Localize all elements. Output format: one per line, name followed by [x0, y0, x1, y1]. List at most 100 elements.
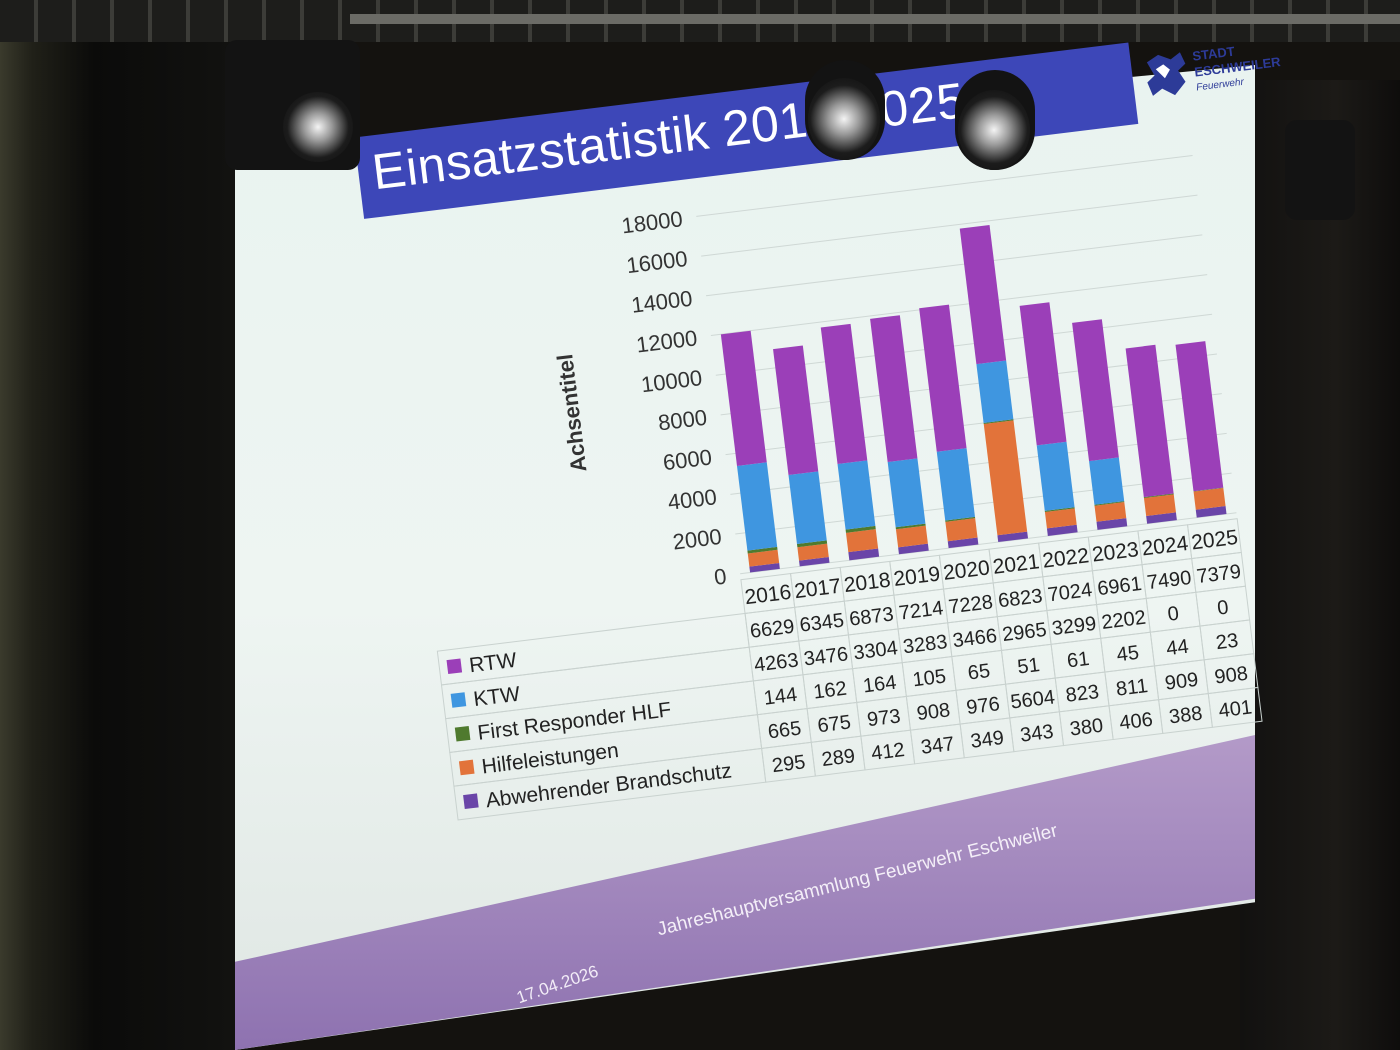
- bar-segment: [1195, 506, 1227, 518]
- y-tick-label: 4000: [666, 484, 718, 515]
- bar-segment: [1193, 488, 1226, 510]
- data-label: 811: [1115, 675, 1149, 701]
- data-label: 3304: [852, 637, 899, 664]
- data-label: 6823: [997, 585, 1044, 612]
- data-label: 3476: [803, 643, 850, 670]
- y-tick-label: 6000: [662, 444, 714, 475]
- bar-segment: [1072, 319, 1119, 462]
- data-label: 7228: [947, 591, 994, 618]
- par-light-2-lens: [958, 90, 1030, 170]
- data-label: 675: [816, 711, 852, 737]
- city-logo: STADT ESCHWEILER Feuerwehr: [1139, 36, 1281, 109]
- gridline: [701, 194, 1198, 257]
- data-label: 908: [1213, 663, 1249, 689]
- data-label: 164: [862, 672, 898, 698]
- curtain-right: [1240, 80, 1400, 1050]
- bar-segment: [1019, 302, 1067, 446]
- data-label: 976: [965, 693, 1001, 719]
- x-category-label: 2018: [843, 569, 892, 598]
- bar-segment: [983, 419, 1014, 424]
- bar-segment: [1094, 501, 1125, 506]
- lion-crest-icon: [1146, 52, 1186, 96]
- bar-segment: [848, 548, 880, 561]
- data-label: 61: [1066, 648, 1091, 673]
- legend-swatch: [463, 793, 479, 810]
- data-label: 6629: [749, 616, 796, 643]
- bar-segment: [1046, 524, 1078, 536]
- table-cell: [1207, 686, 1263, 728]
- data-label: 2965: [1001, 619, 1048, 646]
- bar-segment: [845, 525, 876, 533]
- gridline: [696, 154, 1193, 217]
- data-label: 406: [1118, 709, 1154, 735]
- data-label: 349: [969, 727, 1005, 753]
- data-label: 0: [1216, 597, 1230, 620]
- slide: Einsatzstatistik 2016-2025 STADT ESCHWEI…: [250, 0, 1310, 1007]
- data-label: 5604: [1009, 686, 1056, 713]
- bar-segment: [1125, 344, 1174, 498]
- x-category-label: 2025: [1190, 526, 1239, 555]
- data-label: 3466: [951, 625, 998, 652]
- data-label: 2202: [1100, 607, 1147, 634]
- bar-segment: [1044, 507, 1075, 513]
- y-tick-label: 8000: [657, 405, 709, 436]
- bar-segment: [720, 330, 767, 466]
- bar-segment: [919, 304, 967, 452]
- bar-segment: [749, 562, 780, 573]
- bar-segment: [837, 460, 876, 530]
- data-label: 347: [920, 733, 956, 759]
- bar-segment: [788, 471, 827, 545]
- legend-swatch: [446, 658, 463, 675]
- data-label: 0: [1166, 603, 1180, 626]
- data-label: 105: [911, 665, 947, 691]
- bar-segment: [773, 345, 819, 476]
- y-tick-label: 14000: [630, 286, 694, 318]
- bar-segment: [945, 518, 978, 542]
- truss-bar: [350, 14, 1400, 24]
- bar-segment: [870, 315, 918, 463]
- bar-segment: [1143, 494, 1176, 517]
- bar-segment: [747, 549, 780, 567]
- data-label: 7379: [1195, 561, 1242, 588]
- data-label: 908: [916, 699, 952, 725]
- bar-segment: [1175, 341, 1224, 492]
- par-light-1-lens: [808, 78, 880, 160]
- bar-segment: [895, 525, 928, 548]
- legend-swatch: [454, 725, 471, 742]
- x-category-label: 2022: [1041, 544, 1090, 573]
- data-label: 45: [1115, 642, 1140, 667]
- legend-label: KTW: [472, 683, 521, 712]
- x-category-label: 2023: [1091, 538, 1140, 567]
- data-label: 343: [1019, 721, 1055, 747]
- bar-segment: [737, 462, 778, 551]
- x-category-label: 2017: [793, 575, 842, 604]
- y-axis-title: Achsentitel: [552, 353, 591, 474]
- x-category-label: 2019: [892, 562, 941, 591]
- bar-segment: [820, 323, 868, 464]
- data-label: 295: [771, 751, 807, 777]
- data-label: 388: [1168, 703, 1204, 729]
- bar-segment: [983, 420, 1028, 536]
- bar-segment: [976, 360, 1014, 423]
- legend-label: RTW: [468, 649, 518, 678]
- data-label: 23: [1215, 630, 1240, 655]
- x-category-label: 2016: [743, 581, 792, 610]
- legend-label: Hilfeleistungen: [480, 739, 620, 779]
- data-label: 7490: [1146, 567, 1193, 594]
- data-label: 380: [1069, 715, 1105, 741]
- data-label: 6873: [848, 603, 895, 630]
- y-tick-label: 18000: [620, 206, 684, 238]
- data-label: 973: [866, 705, 902, 731]
- y-tick-label: 2000: [671, 524, 723, 555]
- moving-head-lens: [283, 92, 353, 162]
- y-tick-label: 10000: [640, 365, 704, 397]
- bar-segment: [1044, 508, 1077, 529]
- bar-segment: [1089, 457, 1125, 505]
- y-tick-label: 0: [713, 564, 728, 590]
- bar-segment: [898, 543, 929, 555]
- bar-segment: [799, 557, 830, 567]
- data-label: 3283: [902, 631, 949, 658]
- x-category-label: 2020: [942, 556, 991, 585]
- bar-segment: [959, 225, 1007, 365]
- bar-segment: [997, 531, 1029, 543]
